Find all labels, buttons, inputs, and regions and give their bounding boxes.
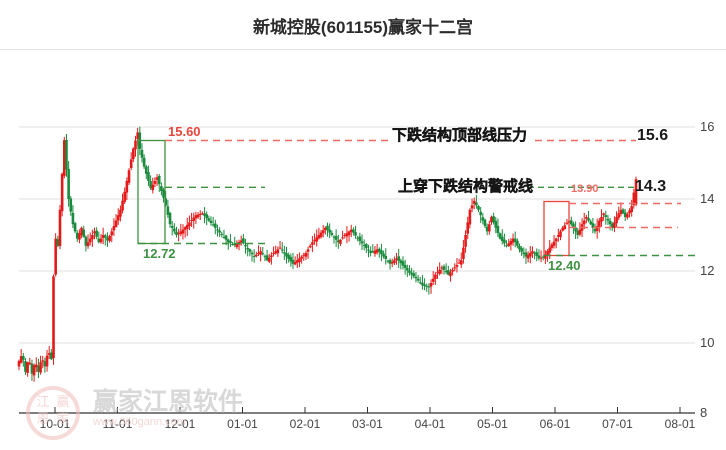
svg-text:12.40: 12.40 xyxy=(548,258,581,273)
svg-text:赢: 赢 xyxy=(56,394,69,409)
svg-text:赢家江恩软件: 赢家江恩软件 xyxy=(93,387,243,416)
svg-text:下跌结构顶部线压力: 下跌结构顶部线压力 xyxy=(392,126,527,144)
svg-text:江: 江 xyxy=(36,394,49,409)
svg-text:08-01: 08-01 xyxy=(665,417,696,431)
svg-text:12: 12 xyxy=(700,263,714,278)
svg-text:15.6: 15.6 xyxy=(637,127,668,144)
svg-text:15.60: 15.60 xyxy=(168,124,201,139)
svg-text:12.72: 12.72 xyxy=(143,246,176,261)
svg-text:03-01: 03-01 xyxy=(352,417,383,431)
svg-text:07-01: 07-01 xyxy=(602,417,633,431)
svg-text:8: 8 xyxy=(700,405,707,420)
svg-text:14: 14 xyxy=(700,191,714,206)
svg-text:www.360gann.com: www.360gann.com xyxy=(92,416,186,428)
svg-text:上穿下跌结构警戒线: 上穿下跌结构警戒线 xyxy=(398,177,533,195)
svg-text:05-01: 05-01 xyxy=(477,417,508,431)
svg-text:10: 10 xyxy=(700,335,714,350)
svg-text:16: 16 xyxy=(700,119,714,134)
svg-text:家: 家 xyxy=(56,411,69,426)
svg-text:04-01: 04-01 xyxy=(415,417,446,431)
svg-text:恩: 恩 xyxy=(36,411,49,426)
svg-text:06-01: 06-01 xyxy=(540,417,571,431)
svg-text:13.90: 13.90 xyxy=(571,183,599,195)
svg-text:14.3: 14.3 xyxy=(635,178,666,195)
